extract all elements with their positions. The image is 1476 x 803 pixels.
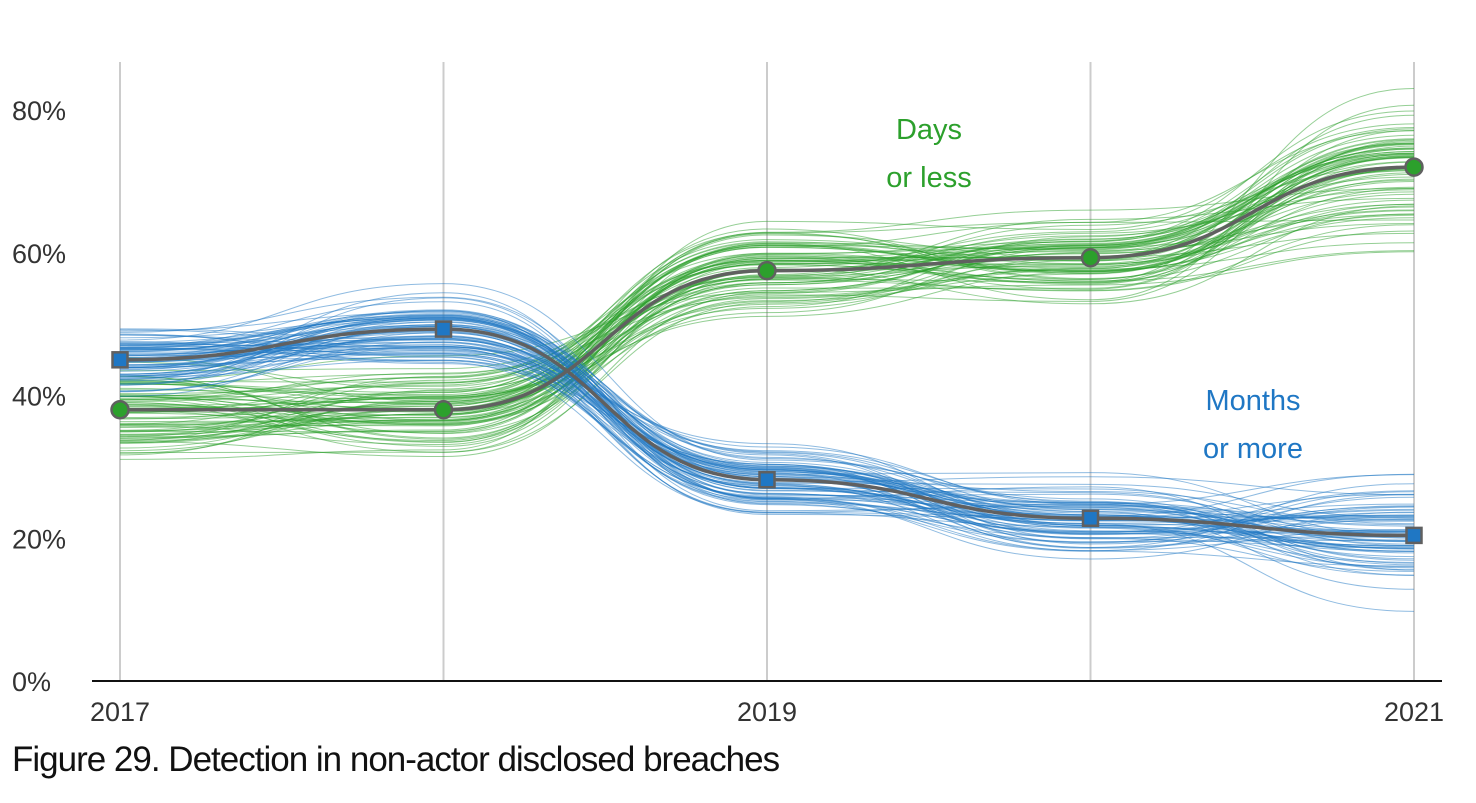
variation-line	[119, 153, 1415, 444]
variation-line	[119, 356, 1415, 552]
variation-line	[119, 312, 1415, 571]
data-point-square	[434, 320, 453, 338]
figure-caption: Figure 29. Detection in non-actor disclo…	[12, 740, 780, 779]
series-label: or less	[886, 162, 971, 194]
data-point-circle	[110, 400, 130, 420]
variation-line	[119, 219, 1415, 452]
x-tick-label: 2019	[737, 697, 797, 727]
series-label: or more	[1203, 433, 1303, 465]
variation-line	[119, 325, 1415, 531]
data-point-square	[111, 351, 129, 369]
data-point-circle	[1404, 157, 1424, 177]
variation-line	[119, 156, 1415, 438]
variation-line	[119, 104, 1415, 437]
series-label: Days	[896, 114, 962, 146]
variation-line	[119, 197, 1415, 447]
y-tick-label: 20%	[12, 524, 66, 554]
x-tick-label: 2021	[1384, 697, 1444, 727]
y-tick-label: 80%	[12, 96, 66, 126]
variation-line	[119, 199, 1415, 440]
x-tick-label: 2017	[90, 697, 150, 727]
variation-line	[119, 251, 1415, 458]
variation-line	[119, 141, 1415, 405]
variation-line	[119, 324, 1415, 554]
data-point-circle	[433, 400, 454, 420]
variation-line	[119, 110, 1415, 431]
variation-line	[119, 156, 1415, 381]
variation-line	[119, 142, 1415, 436]
y-tick-label: 60%	[12, 239, 66, 269]
series-label: Months	[1205, 385, 1300, 417]
data-point-square	[1405, 526, 1423, 545]
data-point-circle	[1080, 247, 1101, 268]
data-point-square	[1081, 509, 1100, 528]
data-point-circle	[757, 260, 777, 281]
data-point-square	[758, 470, 776, 489]
variation-line	[119, 321, 1415, 567]
variation-line	[119, 123, 1415, 460]
y-tick-label: 0%	[12, 667, 51, 697]
variation-line	[119, 242, 1415, 456]
variation-line	[119, 345, 1415, 505]
chart: 0% 20% 40% 60% 80% 2017 2019 2021 Days or less Mon…	[12, 62, 1444, 727]
variation-line	[119, 128, 1415, 441]
y-tick-label: 40%	[12, 382, 66, 412]
series-variation-lines	[119, 283, 1415, 612]
variation-line	[119, 347, 1415, 550]
